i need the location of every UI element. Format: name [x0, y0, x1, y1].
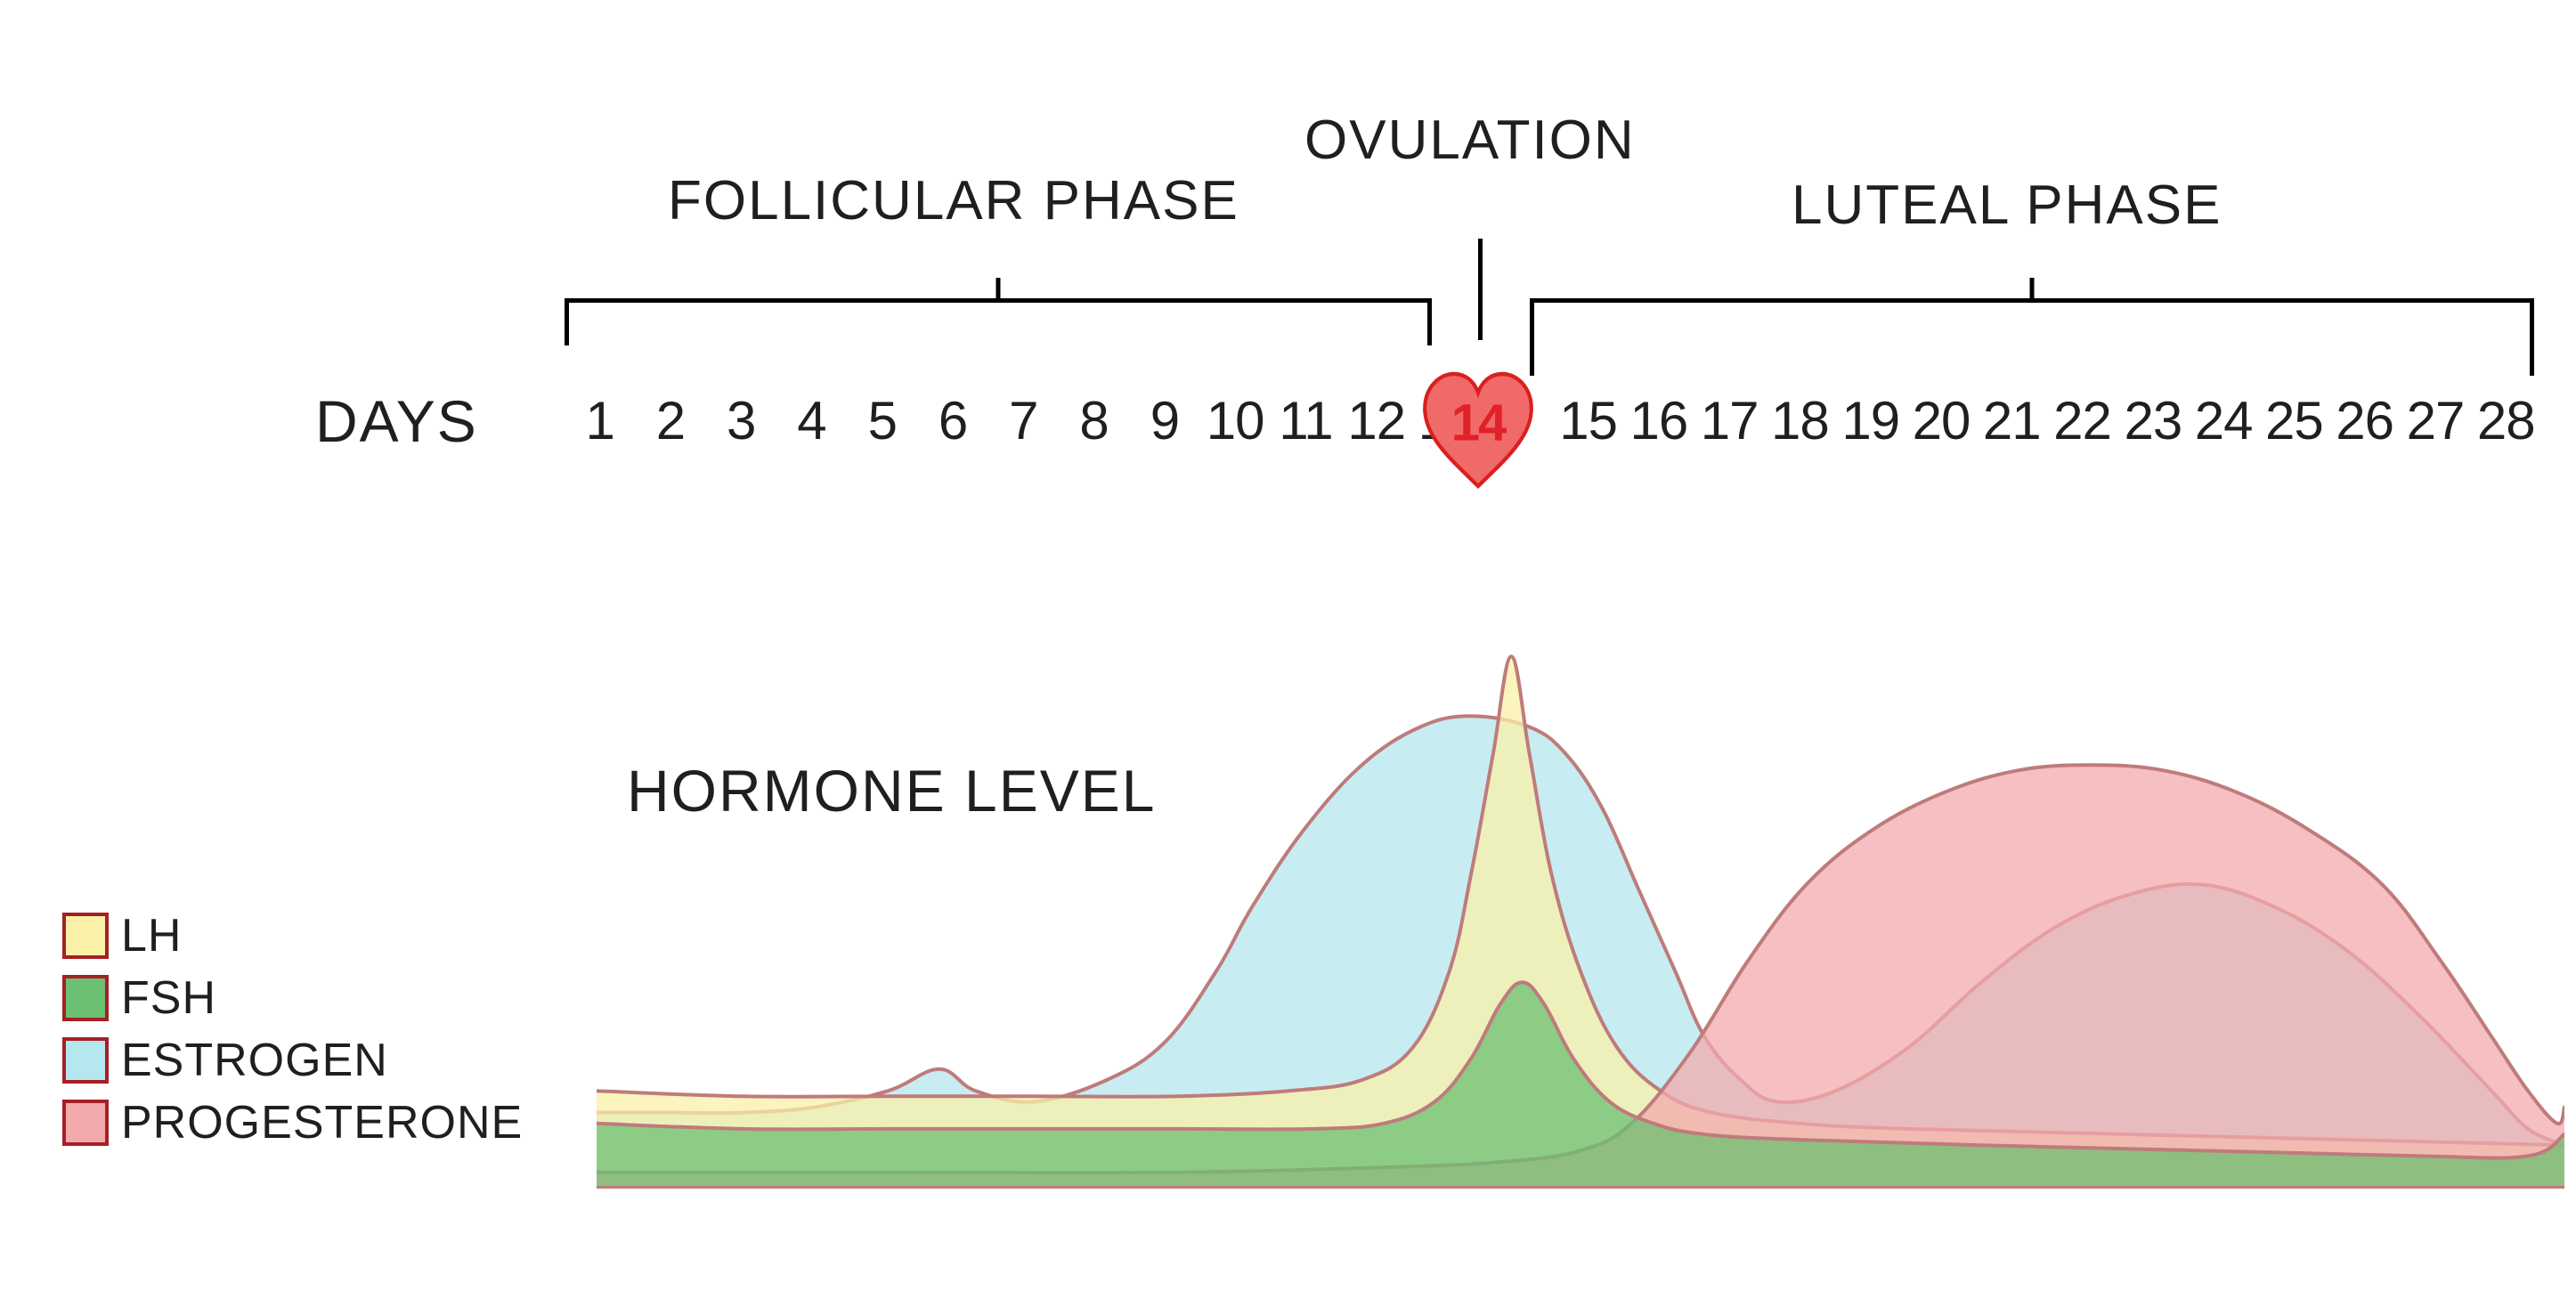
day-number: 7 — [988, 390, 1059, 461]
legend: LH FSH ESTROGEN PROGESTERONE — [62, 905, 523, 1154]
legend-item: PROGESTERONE — [62, 1092, 523, 1154]
day-number: 3 — [706, 390, 776, 461]
heart-icon: 14 — [1418, 363, 1539, 497]
day-number: 22 — [2047, 390, 2117, 461]
legend-swatch — [62, 1100, 109, 1146]
day-number: 19 — [1835, 390, 1906, 461]
day-number: 27 — [2400, 390, 2470, 461]
legend-swatch — [62, 975, 109, 1021]
day-number: 4 — [776, 390, 847, 461]
day-number: 18 — [1765, 390, 1835, 461]
day-number: 20 — [1906, 390, 1976, 461]
legend-label: ESTROGEN — [121, 1034, 388, 1087]
days-axis-label: DAYS — [315, 387, 478, 455]
day-number: 15 — [1553, 390, 1623, 461]
day-number: 12 — [1341, 390, 1411, 461]
ovulation-tick — [1478, 239, 1483, 340]
day-number: 16 — [1623, 390, 1694, 461]
day-number: 25 — [2259, 390, 2329, 461]
ovulation-day-number: 14 — [1451, 393, 1506, 452]
hormone-chart — [597, 646, 2564, 1189]
legend-label: FSH — [121, 971, 216, 1025]
day-number: 9 — [1129, 390, 1199, 461]
legend-swatch — [62, 913, 109, 959]
day-number: 2 — [635, 390, 705, 461]
days-axis: 12345678910111213 1516171819202122232425… — [565, 390, 2541, 461]
day-number: 8 — [1059, 390, 1129, 461]
day-number: 24 — [2188, 390, 2258, 461]
day-number: 21 — [1977, 390, 2047, 461]
legend-label: PROGESTERONE — [121, 1096, 523, 1149]
day-number: 23 — [2117, 390, 2188, 461]
legend-item: LH — [62, 905, 523, 967]
day-number: 11 — [1271, 390, 1341, 461]
legend-item: FSH — [62, 967, 523, 1029]
luteal-bracket — [1530, 298, 2534, 303]
day-number: 26 — [2329, 390, 2400, 461]
figure-root: OVULATION FOLLICULAR PHASE LUTEAL PHASE … — [0, 0, 2576, 1291]
day-number: 10 — [1200, 390, 1271, 461]
follicular-bracket — [565, 298, 1432, 303]
day-number: 1 — [565, 390, 635, 461]
day-number: 6 — [917, 390, 987, 461]
legend-label: LH — [121, 909, 182, 962]
day-number: 28 — [2471, 390, 2541, 461]
luteal-label: LUTEAL PHASE — [1792, 174, 2222, 237]
ovulation-label: OVULATION — [1304, 109, 1636, 172]
follicular-label: FOLLICULAR PHASE — [668, 169, 1239, 232]
day-number: 17 — [1694, 390, 1765, 461]
legend-item: ESTROGEN — [62, 1029, 523, 1092]
legend-swatch — [62, 1037, 109, 1084]
day-number: 5 — [847, 390, 917, 461]
